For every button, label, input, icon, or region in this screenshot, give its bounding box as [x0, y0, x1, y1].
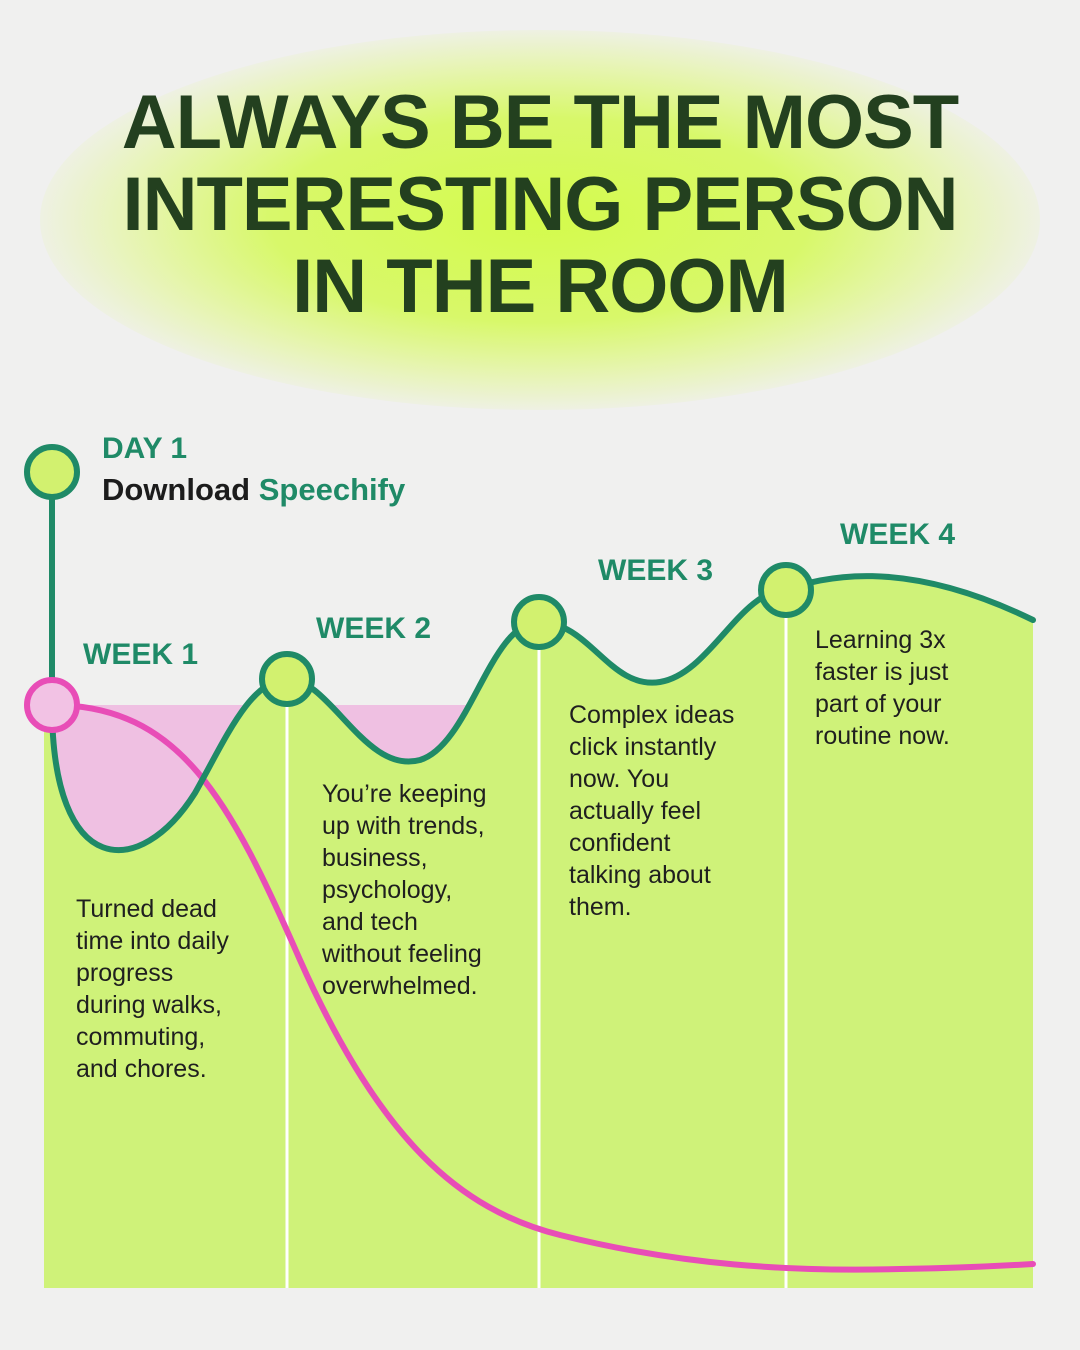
text-line: actually feel [569, 797, 702, 825]
week4-description: Learning 3x faster is just part of your … [815, 624, 950, 752]
text-line: and tech [322, 908, 418, 936]
text-line: commuting, [76, 1023, 206, 1051]
text-line: them. [569, 893, 632, 921]
text-line: talking about [569, 861, 711, 889]
week3-node [511, 594, 567, 650]
title-line: ALWAYS BE THE MOST [121, 80, 959, 165]
decline-line [49, 702, 1036, 1273]
text-line: Complex ideas [569, 701, 735, 729]
text-line: confident [569, 829, 671, 857]
text-line: without feeling [322, 940, 482, 968]
week1-label: WEEK 1 [83, 638, 199, 671]
text-line: psychology, [322, 876, 453, 904]
text-line: up with trends, [322, 812, 485, 840]
brand-name: Speechify [258, 472, 406, 507]
text-line: and chores. [76, 1055, 207, 1083]
text-line: overwhelmed. [322, 972, 478, 1000]
week3-description: Complex ideas click instantly now. You a… [569, 699, 734, 923]
text-line: faster is just [815, 658, 949, 686]
text-line: now. You [569, 765, 670, 793]
download-text: Download [102, 472, 251, 507]
text-line: Turned dead [76, 895, 217, 923]
text-line: Learning 3x [815, 626, 946, 654]
week2-description: You’re keeping up with trends, business,… [322, 778, 487, 1002]
title-line: IN THE ROOM [292, 244, 789, 329]
week1-description: Turned dead time into daily progress dur… [76, 893, 229, 1085]
text-line: routine now. [815, 722, 950, 750]
title-line: INTERESTING PERSON [122, 162, 959, 247]
text-line: time into daily [76, 927, 229, 955]
page-title: ALWAYS BE THE MOST INTERESTING PERSON IN… [0, 82, 1080, 328]
week2-node [259, 651, 315, 707]
week4-label: WEEK 4 [840, 518, 956, 551]
download-line: Download Speechify [102, 472, 405, 508]
week2-label: WEEK 2 [316, 612, 432, 645]
text-line: click instantly [569, 733, 717, 761]
week3-label: WEEK 3 [598, 554, 714, 587]
week1-node [24, 677, 80, 733]
week4-node [758, 562, 814, 618]
text-line: part of your [815, 690, 942, 718]
day1-node [24, 444, 80, 500]
text-line: during walks, [76, 991, 222, 1019]
text-line: business, [322, 844, 428, 872]
decline-overlap-area [52, 705, 195, 851]
text-line: You’re keeping [322, 780, 487, 808]
text-line: progress [76, 959, 174, 987]
day1-label: DAY 1 [102, 432, 188, 465]
